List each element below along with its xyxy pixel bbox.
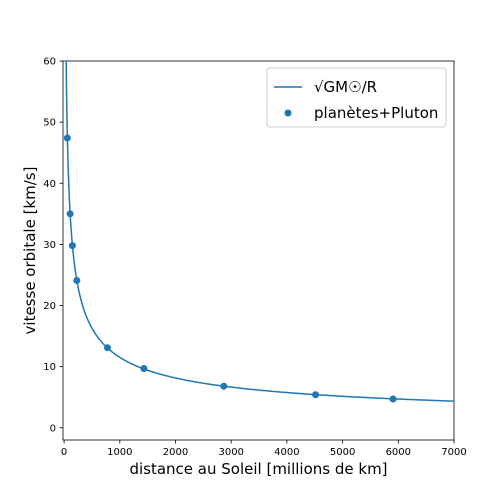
x-tick-label: 1000 bbox=[107, 447, 132, 458]
x-tick-label: 2000 bbox=[163, 447, 188, 458]
curve-layer bbox=[65, 61, 454, 402]
x-tick-label: 7000 bbox=[441, 447, 466, 458]
legend-entry-model: √GM☉/R bbox=[314, 78, 377, 96]
y-tick-label: 0 bbox=[50, 423, 56, 434]
plot-area bbox=[62, 60, 455, 441]
legend-box bbox=[266, 67, 447, 128]
legend-point-swatch bbox=[284, 109, 292, 117]
y-tick-label: 60 bbox=[43, 57, 56, 68]
legend: √GM☉/R planètes+Pluton bbox=[266, 67, 447, 128]
y-tick-label: 20 bbox=[43, 301, 56, 312]
x-tick-label: 4000 bbox=[274, 447, 299, 458]
y-tick-label: 50 bbox=[43, 118, 56, 129]
planet-data-point bbox=[73, 276, 81, 284]
planet-data-point bbox=[68, 242, 76, 250]
y-axis-ticks: 0 10 20 30 40 50 60 bbox=[43, 57, 63, 434]
y-tick-label: 10 bbox=[43, 362, 56, 373]
x-tick-label: 3000 bbox=[218, 447, 243, 458]
legend-entry-planets: planètes+Pluton bbox=[314, 104, 438, 122]
planet-data-point bbox=[140, 364, 148, 372]
planet-data-point bbox=[220, 382, 228, 390]
planet-data-point bbox=[63, 134, 71, 142]
x-tick-label: 6000 bbox=[386, 447, 411, 458]
y-tick-label: 40 bbox=[43, 179, 56, 190]
planet-data-point bbox=[312, 391, 320, 399]
x-tick-label: 5000 bbox=[330, 447, 355, 458]
model-curve-line bbox=[65, 61, 454, 402]
points-layer bbox=[63, 134, 397, 403]
y-axis-label: vitesse orbitale [km/s] bbox=[21, 167, 39, 335]
x-tick-label: 0 bbox=[61, 447, 67, 458]
plot-frame bbox=[62, 60, 455, 441]
x-axis-label: distance au Soleil [millions de km] bbox=[129, 460, 387, 478]
planet-data-point bbox=[103, 344, 111, 352]
planet-data-point bbox=[389, 395, 397, 403]
y-tick-label: 30 bbox=[43, 240, 56, 251]
x-axis-ticks: 0 1000 2000 3000 4000 5000 6000 7000 bbox=[61, 440, 467, 458]
planet-data-point bbox=[66, 210, 74, 218]
